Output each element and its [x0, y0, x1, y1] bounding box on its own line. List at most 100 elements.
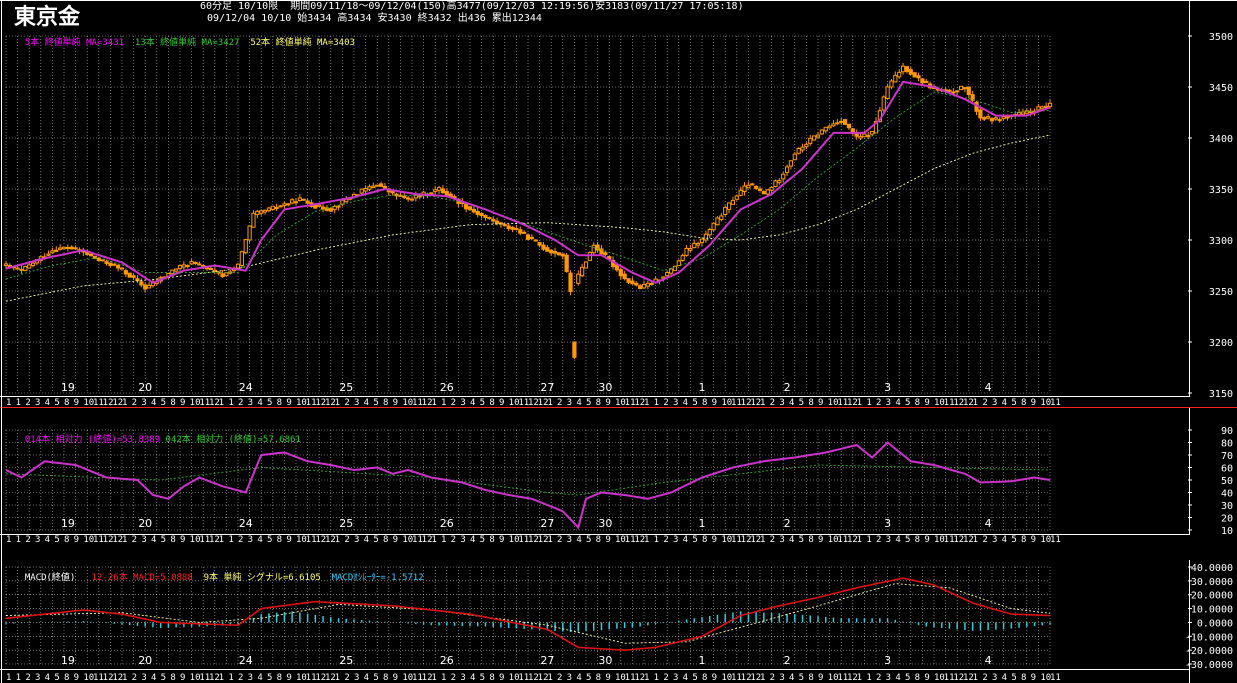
- x-tick-label: 1: [6, 398, 11, 408]
- y-tick-label: 3500: [1209, 32, 1233, 43]
- candle-body: [46, 253, 51, 256]
- candle-body: [680, 255, 685, 261]
- candle-body: [491, 218, 496, 222]
- x-tick-label: 3: [673, 535, 678, 545]
- candle-body: [920, 78, 925, 84]
- x-tick-label: 2: [25, 535, 30, 545]
- x-tick-label: 2: [982, 535, 987, 545]
- candle-body: [193, 261, 198, 264]
- x-tick-label: 3: [992, 673, 997, 683]
- candle-body: [270, 205, 275, 210]
- y-tick-label: 3300: [1209, 236, 1233, 247]
- x-tick-label: 5: [586, 535, 591, 545]
- candle-body: [282, 203, 287, 207]
- x-tick-label: 8: [1021, 673, 1026, 683]
- candle-body: [429, 192, 434, 195]
- day-label: 26: [440, 654, 454, 667]
- candle-body: [409, 198, 415, 201]
- candle-body: [220, 273, 225, 278]
- x-tick-label: 1: [335, 535, 340, 545]
- candle-body: [827, 125, 832, 129]
- candle-body: [336, 205, 341, 208]
- candle-body: [684, 247, 689, 256]
- x-tick-label: 10: [190, 398, 201, 408]
- x-tick-label: 5: [692, 535, 697, 545]
- x-tick-label: 9: [286, 535, 291, 545]
- x-tick-label: 5: [267, 673, 272, 683]
- candle-body: [533, 239, 538, 242]
- x-tick-label: 8: [702, 673, 707, 683]
- x-tick-label: 9: [1031, 398, 1036, 408]
- x-tick-label: 2: [451, 398, 456, 408]
- x-tick-label: 9: [712, 673, 717, 683]
- x-tick-label: 5: [799, 535, 804, 545]
- x-tick-label: 5: [905, 673, 910, 683]
- x-tick-label: 10: [615, 535, 626, 545]
- x-tick-label: 12: [422, 673, 433, 683]
- candle-body: [65, 246, 70, 249]
- candle-body: [978, 109, 983, 119]
- x-tick-label: 5: [1011, 535, 1016, 545]
- candle-body: [328, 208, 333, 212]
- x-tick-label: 4: [151, 673, 156, 683]
- x-tick-label: 3: [248, 535, 253, 545]
- price-panel-grid: 3150 3200 3250 3300 3350 3400 3450 3500: [5, 32, 1233, 400]
- candle-body: [912, 72, 917, 78]
- candle-body: [266, 207, 272, 212]
- x-tick-label: 1: [431, 398, 436, 408]
- candle-body: [301, 198, 306, 201]
- day-label: 19: [61, 654, 75, 667]
- x-tick-label: 9: [818, 673, 823, 683]
- x-tick-label: 9: [1031, 673, 1036, 683]
- x-tick-label: 5: [54, 673, 59, 683]
- candle-body: [293, 201, 299, 204]
- x-tick-label: 10: [1040, 398, 1051, 408]
- candle-body: [436, 187, 442, 191]
- candle-body: [332, 205, 337, 210]
- x-tick-label: 8: [383, 535, 388, 545]
- ohlc-header: 09/12/04 10/10 始3434 高3434 安3430 終3432 出…: [207, 13, 542, 24]
- candle-body: [900, 65, 906, 73]
- candle-body: [286, 203, 291, 206]
- day-label: 1: [699, 381, 706, 394]
- x-tick-label: 3: [779, 398, 784, 408]
- x-tick-label: 12: [528, 398, 539, 408]
- candle-body: [893, 74, 898, 83]
- x-tick-label: 4: [683, 398, 688, 408]
- x-tick-label: 10: [509, 398, 520, 408]
- x-tick-label: 10: [296, 673, 307, 683]
- x-tick-label: 4: [789, 398, 794, 408]
- x-tick-label: 1: [16, 398, 21, 408]
- candle-body: [754, 185, 759, 189]
- candle-body: [382, 185, 388, 189]
- x-tick-label: 1: [644, 673, 649, 683]
- x-tick-label: 11: [944, 398, 955, 408]
- x-tick-label: 10: [721, 398, 732, 408]
- candle-body: [363, 187, 368, 192]
- candle-body: [796, 148, 801, 154]
- x-tick-label: 10: [402, 673, 413, 683]
- candle-body: [765, 189, 770, 195]
- x-tick-label: 10: [190, 535, 201, 545]
- candle-body: [560, 253, 565, 257]
- candle-body: [835, 122, 840, 125]
- candle-body: [719, 215, 724, 221]
- candle-body: [603, 252, 608, 256]
- x-tick-label: 12: [963, 673, 974, 683]
- x-tick-label: 4: [683, 673, 688, 683]
- candle-body: [815, 134, 821, 138]
- x-tick-label: 11: [306, 535, 317, 545]
- x-tick-label: 8: [277, 535, 282, 545]
- candle-body: [773, 180, 778, 187]
- x-tick-label: 9: [499, 535, 504, 545]
- candle-body: [19, 268, 24, 271]
- x-tick-label: 11: [944, 673, 955, 683]
- candle-body: [761, 191, 766, 195]
- x-tick-label: 1: [6, 673, 11, 683]
- x-tick-label: 12: [422, 535, 433, 545]
- x-tick-label: 4: [45, 398, 50, 408]
- y-tick-label: 50: [1221, 476, 1233, 487]
- x-tick-label: 3: [35, 535, 40, 545]
- x-tick-label: 5: [161, 535, 166, 545]
